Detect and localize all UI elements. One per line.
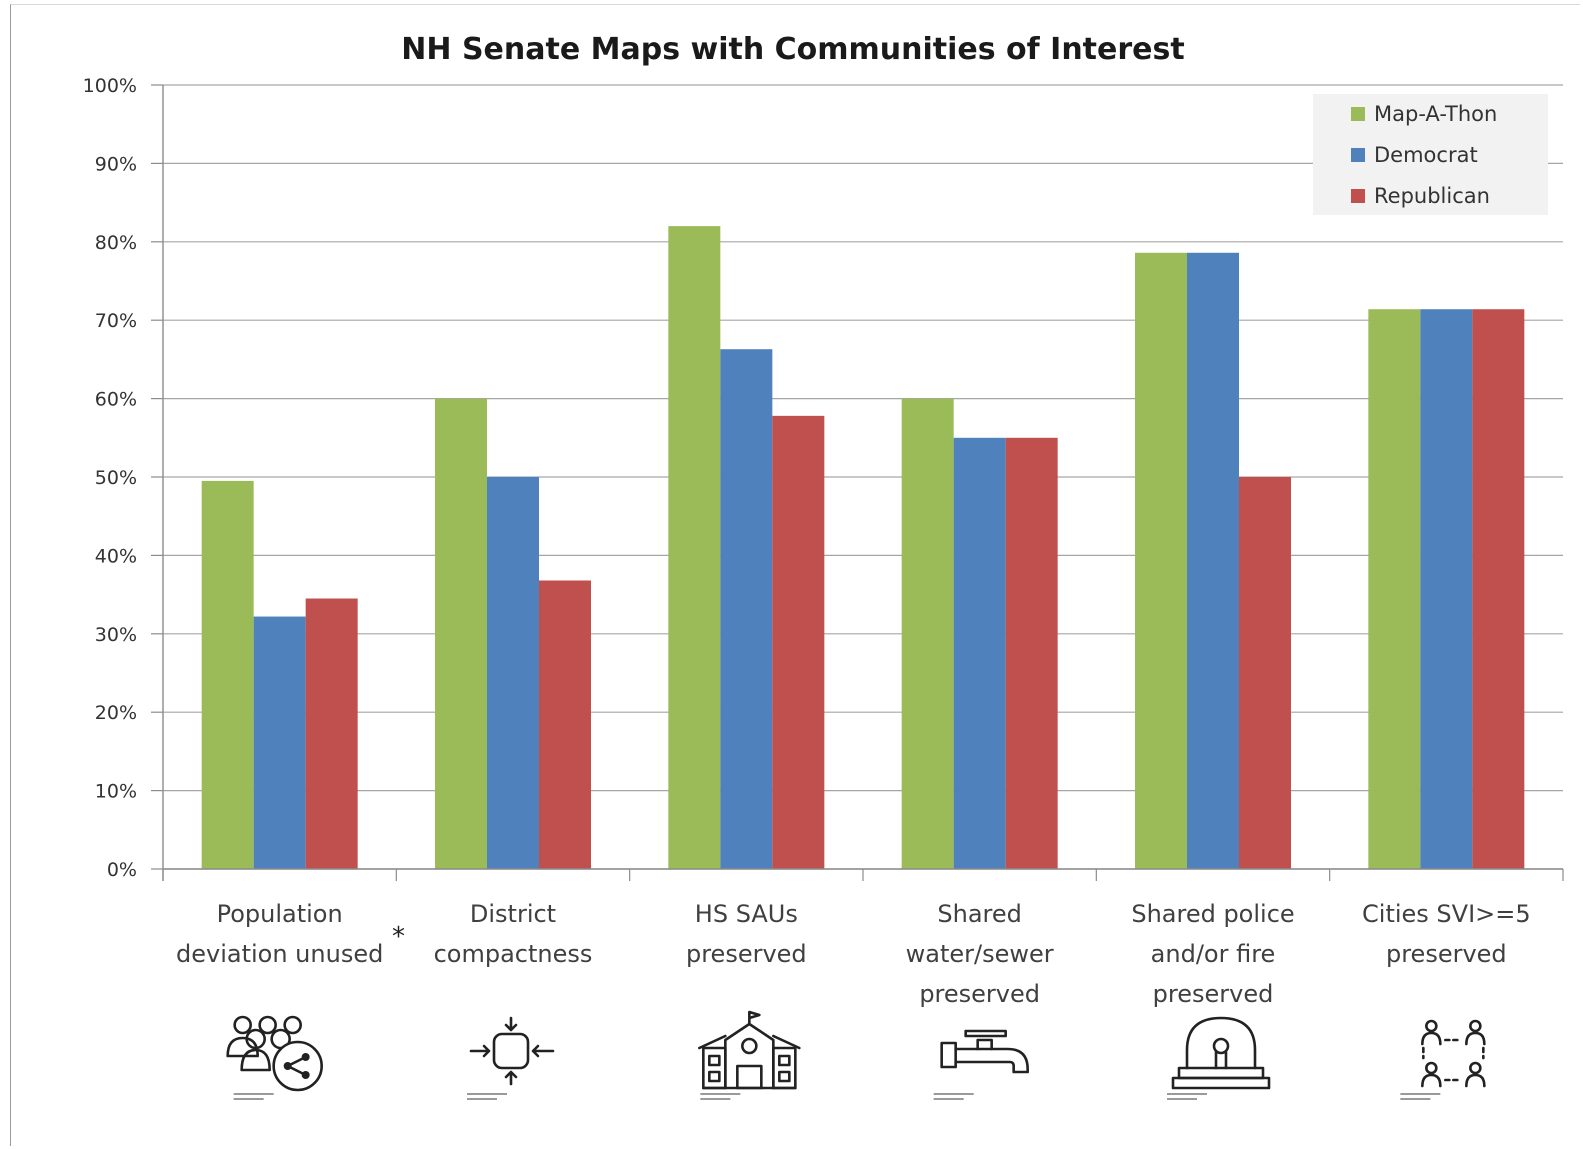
y-tick-label: 0% — [107, 859, 137, 881]
bar-map-a-thon — [435, 398, 487, 869]
bar-map-a-thon — [901, 398, 954, 869]
category-label: Cities SVI>=5 preserved — [1362, 900, 1531, 968]
legend-swatch — [1351, 189, 1365, 203]
bar-republican — [1472, 309, 1525, 869]
school-building-icon — [698, 1010, 801, 1100]
category-labels: Population deviation unused District compac… — [176, 900, 1531, 1008]
y-tick-label: 50% — [95, 467, 137, 489]
compress-arrows-icon — [467, 1016, 555, 1100]
y-tick-label: 40% — [95, 545, 137, 567]
bar-map-a-thon — [1135, 252, 1187, 869]
category-label: Population deviation unused — [176, 900, 383, 968]
y-tick-label: 80% — [95, 232, 137, 254]
linked-people-icon — [1400, 1019, 1486, 1100]
x-axis — [162, 85, 1564, 881]
bar-map-a-thon — [668, 226, 721, 869]
y-tick-label: 100% — [83, 75, 137, 97]
y-axis-tick-labels: 0% 10% 20% 30% 40% 50% 60% 70% 80% 90% 100% — [83, 75, 137, 881]
police-siren-icon — [1167, 1016, 1271, 1100]
y-tick-label: 30% — [95, 624, 137, 646]
category-label: Shared water/sewer preserved — [906, 900, 1054, 1008]
bar-map-a-thon — [1368, 309, 1421, 869]
legend-label: Democrat — [1374, 143, 1478, 167]
bar-republican — [772, 415, 825, 869]
y-tick-label: 20% — [95, 702, 137, 724]
y-tick-label: 70% — [95, 310, 137, 332]
legend-label: Map-A-Thon — [1374, 102, 1497, 126]
category-label: Shared police and/or fire preserved — [1131, 900, 1294, 1008]
chart-title: NH Senate Maps with Communities of Inter… — [401, 32, 1184, 67]
bar-democrat — [1187, 252, 1239, 869]
legend: Map-A-Thon Democrat Republican — [1313, 94, 1548, 215]
bar-republican — [539, 580, 591, 869]
bar-democrat — [1420, 309, 1473, 869]
water-faucet-icon — [933, 1029, 1029, 1100]
legend-swatch — [1351, 148, 1365, 162]
bar-map-a-thon — [201, 480, 254, 869]
bar-republican — [1239, 477, 1291, 869]
chart-frame — [10, 4, 1580, 1146]
category-label: District compactness — [434, 900, 593, 968]
y-tick-label: 60% — [95, 389, 137, 411]
people-network-icon — [226, 1015, 323, 1100]
category-icons — [226, 1010, 1486, 1100]
bar-democrat — [253, 616, 306, 869]
legend-swatch — [1351, 107, 1365, 121]
y-tick-label: 90% — [95, 153, 137, 175]
bar-democrat — [487, 477, 539, 869]
y-tick-label: 10% — [95, 781, 137, 803]
category-label: HS SAUs preserved — [686, 900, 807, 968]
legend-label: Republican — [1374, 184, 1490, 208]
bar-republican — [1005, 437, 1058, 869]
bars — [201, 226, 1525, 869]
bar-democrat — [720, 349, 773, 869]
bar-democrat — [953, 437, 1006, 869]
category-footnote-marker: * — [392, 922, 405, 952]
bar-republican — [305, 598, 358, 869]
